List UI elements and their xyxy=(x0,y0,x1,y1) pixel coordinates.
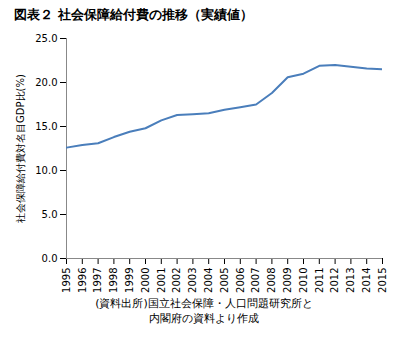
svg-text:2009: 2009 xyxy=(282,268,293,293)
svg-text:2013: 2013 xyxy=(345,268,356,293)
html-text:(資料出所)国立社会保障・人口問題研究所と: (資料出所)国立社会保障・人口問題研究所と xyxy=(95,297,313,310)
svg-text:5.0: 5.0 xyxy=(42,209,58,220)
svg-text:25.0: 25.0 xyxy=(35,33,57,44)
svg-text:2001: 2001 xyxy=(156,268,167,293)
svg-text:2015: 2015 xyxy=(377,268,388,293)
svg-text:2010: 2010 xyxy=(298,268,309,293)
svg-text:2003: 2003 xyxy=(187,268,198,293)
svg-text:1999: 1999 xyxy=(124,268,135,293)
svg-text:2000: 2000 xyxy=(140,268,151,293)
svg-text:1998: 1998 xyxy=(108,268,119,293)
svg-text:2006: 2006 xyxy=(235,268,246,293)
svg-text:2002: 2002 xyxy=(171,268,182,293)
svg-text:2008: 2008 xyxy=(266,268,277,293)
svg-text:2014: 2014 xyxy=(361,268,372,293)
html-text:図表２ 社会保障給付費の推移（実績値）: 図表２ 社会保障給付費の推移（実績値） xyxy=(14,7,253,22)
svg-text:2004: 2004 xyxy=(203,268,214,293)
svg-text:10.0: 10.0 xyxy=(35,165,57,176)
svg-text:1995: 1995 xyxy=(61,268,72,293)
svg-text:1997: 1997 xyxy=(92,268,103,293)
svg-text:2012: 2012 xyxy=(329,268,340,293)
svg-text:15.0: 15.0 xyxy=(35,121,57,132)
svg-text:0.0: 0.0 xyxy=(42,253,58,264)
html-text:内閣府の資料より作成: 内閣府の資料より作成 xyxy=(149,312,259,325)
svg-text:2005: 2005 xyxy=(219,268,230,293)
svg-text:1996: 1996 xyxy=(77,268,88,293)
svg-text:社会保障給付費対名目GDP比(%): 社会保障給付費対名目GDP比(%) xyxy=(15,74,26,223)
svg-text:2007: 2007 xyxy=(250,268,261,293)
svg-text:2011: 2011 xyxy=(314,268,325,293)
svg-text:20.0: 20.0 xyxy=(35,77,57,88)
